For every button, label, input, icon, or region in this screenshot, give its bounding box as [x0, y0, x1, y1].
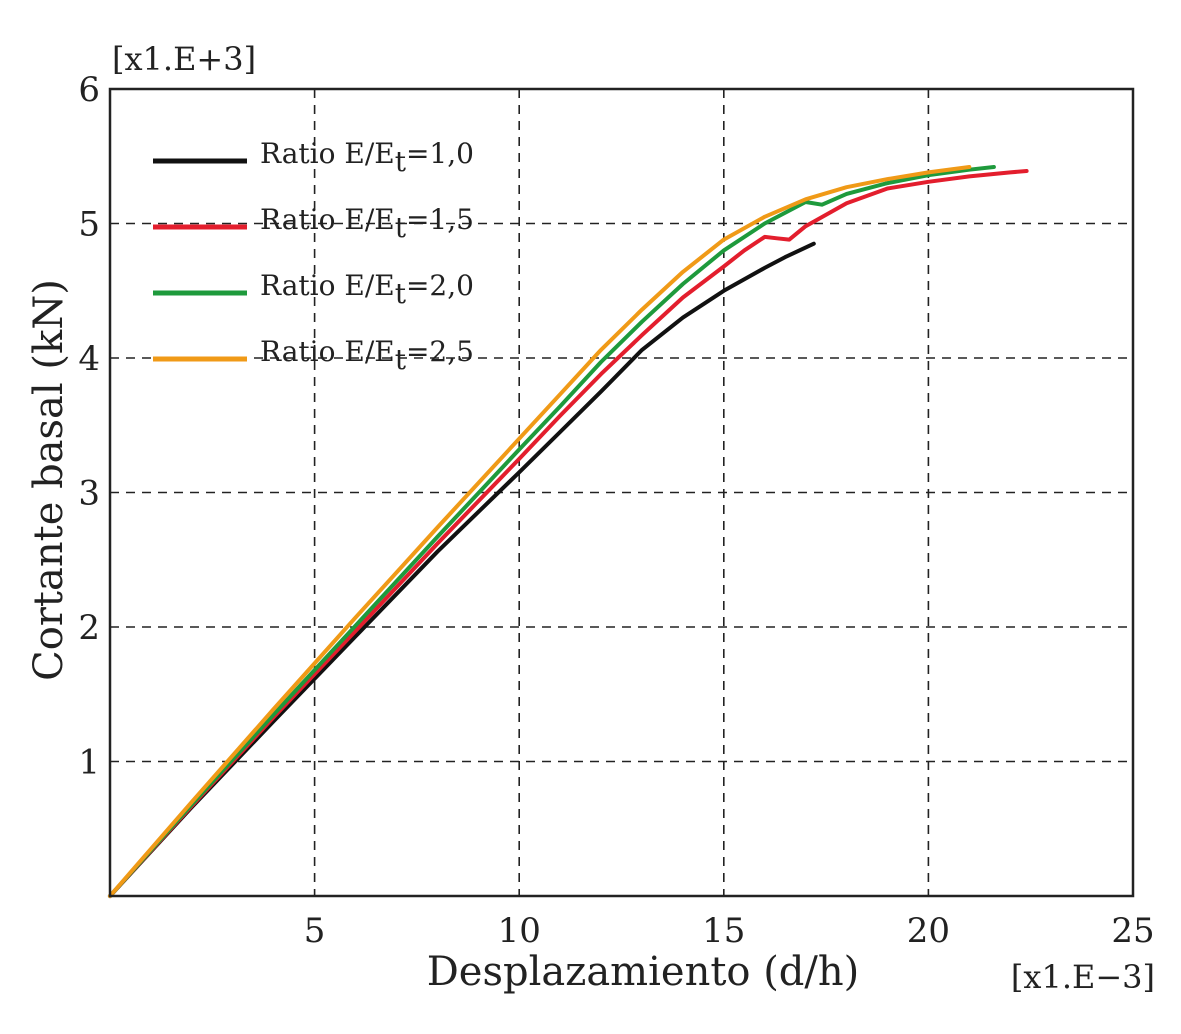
y-tick-label: 3	[78, 474, 100, 514]
legend-label: Ratio E/Et=1,0	[260, 137, 474, 178]
x-tick-label: 10	[498, 911, 541, 951]
legend: Ratio E/Et=1,0 Ratio E/Et=1,5 Ratio E/Et=2…	[153, 137, 474, 376]
series-lines	[108, 165, 1029, 898]
axis-ticks: 5 10 15 20 25 1 2 3 4 5 6	[78, 70, 1154, 951]
legend-label: Ratio E/Et=2,0	[260, 269, 474, 310]
y-tick-label: 2	[78, 608, 100, 648]
series-line	[108, 241, 816, 898]
x-multiplier-label: [x1.E−3]	[1011, 958, 1155, 996]
legend-label: Ratio E/Et=2,5	[260, 335, 474, 376]
y-tick-label: 6	[78, 70, 100, 110]
plot-frame	[108, 87, 1135, 898]
y-axis-title: Cortante basal (kN)	[26, 279, 72, 681]
y-tick-label: 4	[78, 339, 100, 379]
grid	[110, 89, 1133, 896]
y-tick-label: 5	[78, 205, 100, 245]
y-multiplier-label: [x1.E+3]	[112, 40, 256, 78]
x-tick-label: 5	[304, 911, 326, 951]
series-line	[108, 165, 996, 898]
legend-label: Ratio E/Et=1,5	[260, 203, 474, 244]
y-tick-label: 1	[78, 743, 100, 783]
x-tick-label: 25	[1111, 911, 1154, 951]
x-tick-label: 20	[907, 911, 950, 951]
series-line	[108, 165, 972, 898]
x-axis-title: Desplazamiento (d/h)	[427, 949, 860, 995]
series-line	[108, 169, 1029, 898]
x-tick-label: 15	[702, 911, 745, 951]
